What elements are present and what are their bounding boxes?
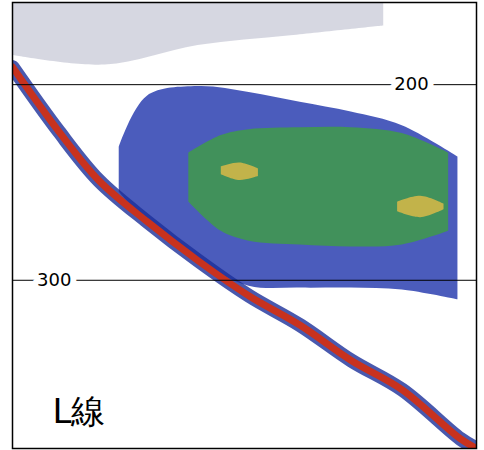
- svg-text:L線: L線: [53, 391, 106, 431]
- svg-text:300: 300: [37, 269, 71, 290]
- svg-text:200: 200: [394, 73, 428, 94]
